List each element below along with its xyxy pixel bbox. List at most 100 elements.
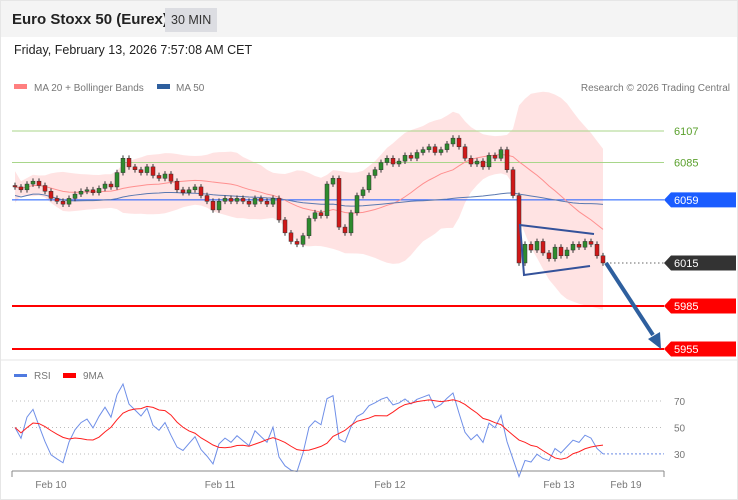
- candle: [570, 244, 576, 251]
- candle: [528, 244, 534, 251]
- candle: [120, 158, 126, 173]
- rsi-tick: 30: [674, 450, 686, 461]
- candle: [102, 183, 108, 189]
- candle: [378, 162, 384, 170]
- ma9-legend: 9MA: [83, 371, 104, 382]
- rsi-legend: RSI: [34, 371, 51, 382]
- candle: [426, 146, 432, 150]
- candle: [294, 241, 300, 245]
- candle: [396, 160, 402, 165]
- candle: [192, 186, 198, 191]
- candle: [318, 212, 324, 216]
- candle: [348, 212, 354, 234]
- candle: [558, 246, 564, 257]
- candle: [96, 188, 102, 193]
- candle: [444, 143, 450, 150]
- candle: [366, 175, 372, 191]
- price-tag: [664, 341, 736, 357]
- projection-arrowhead: [648, 332, 661, 349]
- candle: [564, 249, 570, 257]
- price-tag-label: 5985: [674, 301, 698, 313]
- candle: [462, 146, 468, 159]
- candle: [84, 189, 90, 192]
- candle: [498, 149, 504, 159]
- candle: [582, 241, 588, 248]
- candle: [108, 183, 114, 188]
- candle: [174, 180, 180, 191]
- price-tag: [664, 298, 736, 314]
- candle: [342, 226, 348, 234]
- ma20-legend-swatch: [14, 84, 27, 89]
- candle: [198, 186, 204, 196]
- candle: [414, 152, 420, 159]
- candle: [408, 155, 414, 159]
- candle: [222, 198, 228, 202]
- x-tick-label: Feb 13: [543, 480, 575, 491]
- candle: [504, 149, 510, 170]
- candle: [510, 169, 516, 196]
- candle: [210, 201, 216, 211]
- candle: [228, 198, 234, 202]
- candle: [180, 189, 186, 193]
- rsi-tick: 50: [674, 424, 686, 435]
- resistance-label: 6107: [674, 126, 698, 138]
- ma50-legend: MA 50: [176, 83, 205, 94]
- candle: [480, 160, 486, 168]
- triangle-pattern: [518, 223, 595, 277]
- candle: [138, 169, 144, 173]
- candle: [432, 146, 438, 153]
- candle: [30, 180, 36, 185]
- candle: [474, 160, 480, 165]
- candle: [336, 178, 342, 228]
- credit: Research © 2026 Trading Central: [581, 83, 730, 94]
- price-tag: [664, 255, 736, 271]
- resistance-label: 6085: [674, 158, 698, 170]
- candle: [264, 201, 270, 205]
- candle: [492, 155, 498, 159]
- candle: [360, 189, 366, 196]
- timestamp: Friday, February 13, 2026 7:57:08 AM CET: [14, 43, 253, 57]
- candle: [204, 195, 210, 202]
- instrument-title: Euro Stoxx 50 (Eurex): [12, 11, 168, 28]
- candle: [66, 198, 72, 205]
- timeframe-button[interactable]: 30 MIN: [165, 8, 218, 32]
- rsi-line: [14, 382, 604, 479]
- candle: [156, 175, 162, 179]
- candle: [234, 198, 240, 202]
- candle: [78, 190, 84, 195]
- rsi-legend-swatch: [14, 374, 27, 377]
- candle: [576, 244, 582, 248]
- ma9-legend-swatch: [63, 373, 76, 378]
- candle: [90, 189, 96, 193]
- ma50-legend-swatch: [157, 84, 170, 89]
- candle: [288, 232, 294, 242]
- candle: [354, 195, 360, 213]
- candle: [456, 137, 462, 148]
- candle: [114, 172, 120, 188]
- candle: [468, 158, 474, 165]
- candle: [24, 183, 30, 191]
- candle: [384, 158, 390, 163]
- price-tag-label: 6059: [674, 195, 698, 207]
- ma20-legend: MA 20 + Bollinger Bands: [34, 83, 144, 94]
- candle: [60, 201, 66, 205]
- candle: [258, 198, 264, 202]
- candle: [162, 173, 168, 179]
- x-tick-label: Feb 12: [374, 480, 406, 491]
- projection-arrow: [604, 261, 655, 337]
- candle: [402, 155, 408, 162]
- x-tick-label: Feb 19: [610, 480, 642, 491]
- candle: [300, 235, 306, 245]
- candle: [546, 252, 552, 259]
- x-tick-label: Feb 10: [35, 480, 67, 491]
- candle: [54, 198, 60, 202]
- rsi-ma9-line: [14, 399, 604, 460]
- candle: [330, 178, 336, 185]
- candle: [390, 158, 396, 165]
- candle: [144, 166, 150, 173]
- rsi-tick: 70: [674, 397, 686, 408]
- header: Euro Stoxx 50 (Eurex) 30 MIN: [1, 1, 737, 37]
- candle: [36, 180, 42, 186]
- candle: [312, 212, 318, 219]
